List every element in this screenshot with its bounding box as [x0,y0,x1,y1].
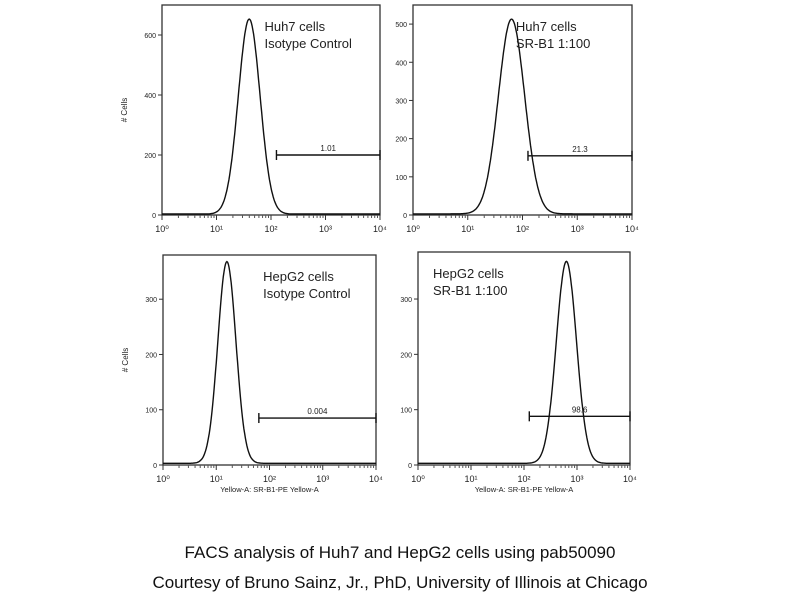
x-tick-label: 10⁴ [369,474,383,484]
x-tick-label: 10¹ [210,224,223,234]
y-tick-label: 200 [400,352,412,359]
x-tick-label: 10⁴ [623,474,637,484]
panel-subtitle: SR-B1 1:100 [516,36,590,51]
x-tick-label: 10⁰ [411,474,425,484]
gate-percentage-label: 21.3 [572,145,588,154]
histogram-curve [163,260,376,464]
histogram-curve [413,18,632,215]
y-axis-label: # Cells [121,348,130,372]
x-axis-label: Yellow-A: SR-B1-PE Yellow-A [220,485,319,494]
y-tick-label: 0 [152,213,156,220]
panel-subtitle: Isotype Control [263,286,351,301]
y-tick-label: 500 [395,22,407,29]
y-tick-label: 0 [408,463,412,470]
panel-subtitle: SR-B1 1:100 [433,283,507,298]
y-axis-label: # Cells [120,98,129,122]
x-tick-label: 10⁰ [156,474,170,484]
x-tick-label: 10⁰ [155,224,169,234]
x-tick-label: 10² [516,224,529,234]
y-tick-label: 200 [395,137,407,144]
y-tick-label: 300 [145,297,157,304]
x-tick-label: 10² [264,224,277,234]
panel-title: Huh7 cells [516,19,577,34]
histogram-curve [418,260,630,464]
y-tick-label: 100 [400,408,412,415]
x-tick-label: 10² [517,474,530,484]
y-tick-label: 400 [144,93,156,100]
x-tick-label: 10¹ [210,474,223,484]
y-tick-label: 0 [403,213,407,220]
panel-title: HepG2 cells [263,269,334,284]
y-tick-label: 100 [145,408,157,415]
panel-subtitle: Isotype Control [264,36,352,51]
x-tick-label: 10³ [319,224,332,234]
facs-figure: 10⁰ 10¹ 10² 10³ 10⁴ 0 200 400 600 # Cells 1.01 Huh7… [120,4,639,494]
x-axis-label: Yellow-A: SR-B1-PE Yellow-A [475,485,574,494]
panel-title: Huh7 cells [264,19,325,34]
x-tick-label: 10⁴ [625,224,639,234]
x-tick-label: 10⁰ [406,224,420,234]
caption-line-1: FACS analysis of Huh7 and HepG2 cells us… [184,543,616,562]
y-tick-label: 200 [144,153,156,160]
histogram-panel-2: 10⁰ 10¹ 10² 10³ 10⁴ 0 100 200 300 400 500 21.3 Huh7 … [395,4,639,234]
x-tick-label: 10³ [316,474,329,484]
histogram-panel-1: 10⁰ 10¹ 10² 10³ 10⁴ 0 200 400 600 # Cells 1.01 Huh7… [120,4,387,234]
gate-percentage-label: 98.6 [572,405,588,414]
y-tick-label: 200 [145,352,157,359]
caption-line-2: Courtesy of Bruno Sainz, Jr., PhD, Unive… [152,573,648,592]
x-tick-label: 10¹ [461,224,474,234]
y-tick-label: 100 [395,175,407,182]
panel-title: HepG2 cells [433,266,504,281]
x-tick-label: 10³ [571,224,584,234]
x-tick-label: 10³ [570,474,583,484]
histogram-panel-3: 10⁰ 10¹ 10² 10³ 10⁴ 0 100 200 300 # Cells Yellow-A… [121,254,383,494]
x-tick-label: 10¹ [464,474,477,484]
gate-percentage-label: 0.004 [307,407,328,416]
y-tick-label: 600 [144,33,156,40]
x-tick-label: 10⁴ [373,224,387,234]
y-tick-label: 0 [153,463,157,470]
y-tick-label: 300 [395,98,407,105]
y-tick-label: 300 [400,297,412,304]
gate-percentage-label: 1.01 [320,144,336,153]
y-tick-label: 400 [395,60,407,67]
histogram-panel-4: 10⁰ 10¹ 10² 10³ 10⁴ 0 100 200 300 Yellow-A: SR-B1… [400,251,637,494]
histogram-curve [162,18,380,215]
x-tick-label: 10² [263,474,276,484]
